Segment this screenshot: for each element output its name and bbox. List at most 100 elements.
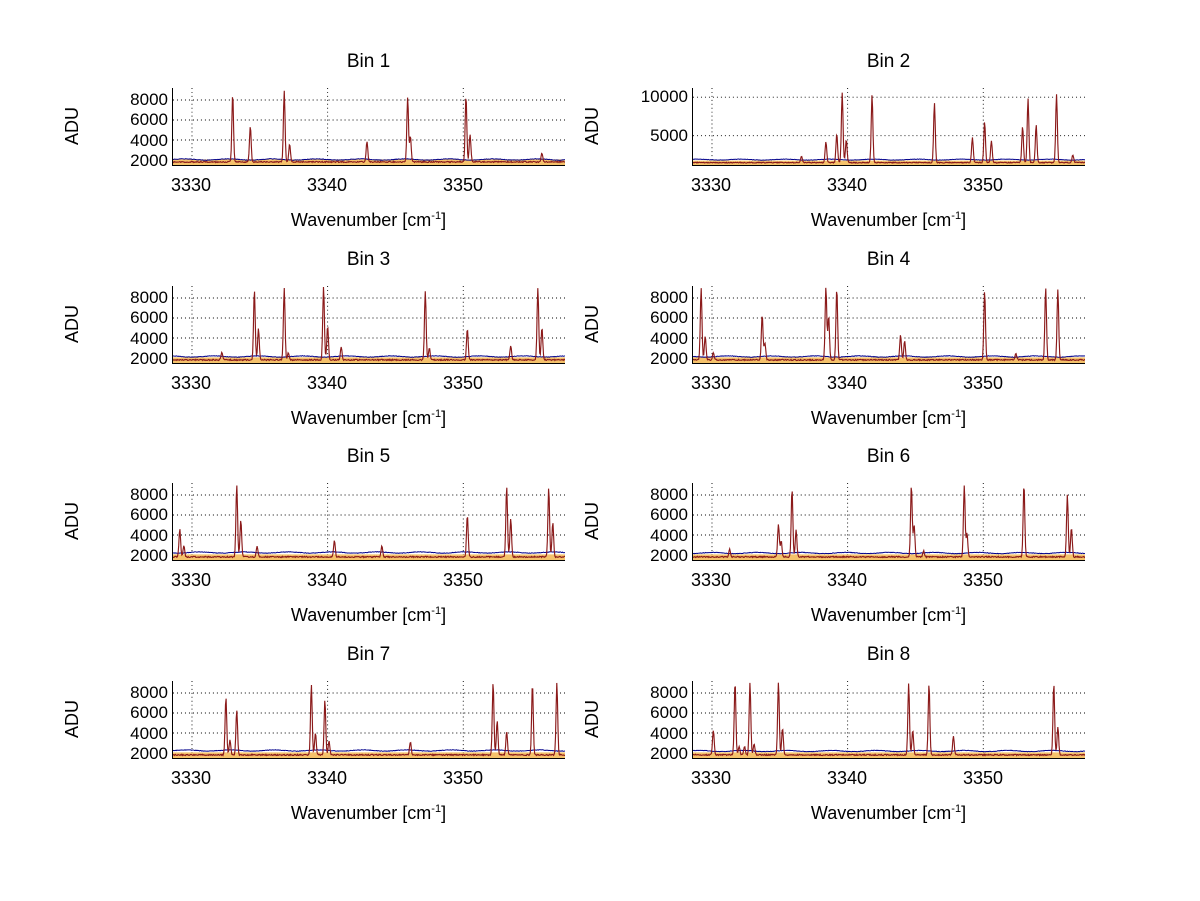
y-axis-label: ADU [62,700,82,739]
x-tick-label: 3350 [442,570,484,590]
y-tick-label: 4000 [130,130,168,150]
x-tick-label: 3340 [826,768,868,788]
x-tick-label: 3350 [442,373,484,393]
x-axis-label: Wavenumber [cm-1] [290,803,447,823]
x-tick-label: 3340 [826,175,868,195]
y-tick-label: 6000 [130,505,168,525]
subplot-bin-7: Bin 7 8000 6000 4000 2000 3330 3340 3350 ADU Wave… [60,645,620,845]
y-tick-label: 4000 [650,723,688,743]
y-tick-label: 8000 [130,90,168,110]
y-tick-label: 6000 [130,703,168,723]
y-axis-label: ADU [582,502,602,541]
y-tick-label: 6000 [650,505,688,525]
y-tick-labels: 8000 6000 4000 2000 [106,88,168,169]
x-axis-label: Wavenumber [cm-1] [810,210,967,230]
subplot-title: Bin 6 [866,446,911,467]
subplot-bin-8: Bin 8 8000 6000 4000 2000 3330 3340 3350 ADU Wave… [580,645,1140,845]
x-tick-label: 3350 [442,175,484,195]
plot-area-bin-1 [172,88,565,166]
y-tick-label: 4000 [650,328,688,348]
plot-area-bin-6 [692,483,1085,561]
y-tick-label: 2000 [130,743,168,763]
y-tick-label: 6000 [130,110,168,130]
x-tick-label: 3340 [826,570,868,590]
subplot-title: Bin 7 [346,644,391,665]
y-tick-label: 4000 [130,525,168,545]
x-tick-label: 3350 [442,768,484,788]
subplot-bin-1: Bin 1 8000 6000 4000 2000 3330 3340 3350 ADU Wave… [60,52,620,252]
x-tick-label: 3330 [171,570,212,590]
y-tick-label: 6000 [650,308,688,328]
y-tick-label: 4000 [650,525,688,545]
y-axis-label: ADU [582,305,602,344]
y-tick-labels: 8000 6000 4000 2000 [626,286,688,368]
y-tick-label: 5000 [650,126,688,146]
y-tick-label: 6000 [650,703,688,723]
x-axis-label: Wavenumber [cm-1] [290,605,447,625]
x-tick-label: 3330 [171,768,212,788]
subplot-title: Bin 5 [346,446,391,467]
y-axis-label: ADU [62,305,82,344]
y-tick-label: 2000 [650,743,688,763]
y-tick-labels: 8000 6000 4000 2000 [106,286,168,368]
x-axis-label: Wavenumber [cm-1] [810,408,967,428]
plot-area-bin-3 [172,286,565,364]
x-axis-label: Wavenumber [cm-1] [290,408,447,428]
x-tick-label: 3330 [691,175,732,195]
y-tick-labels: 10000 5000 [626,88,688,166]
x-axis-label: Wavenumber [cm-1] [290,210,447,230]
x-tick-label: 3330 [691,373,732,393]
y-tick-labels: 8000 6000 4000 2000 [106,681,168,763]
y-axis-label: ADU [62,107,82,146]
x-tick-label: 3330 [171,175,212,195]
x-tick-label: 3340 [826,373,868,393]
y-tick-labels: 8000 6000 4000 2000 [106,483,168,565]
y-tick-labels: 8000 6000 4000 2000 [626,681,688,763]
x-axis-label: Wavenumber [cm-1] [810,803,967,823]
x-tick-label: 3350 [962,175,1004,195]
y-tick-label: 10000 [640,87,688,107]
subplot-title: Bin 3 [346,249,391,270]
subplot-bin-6: Bin 6 8000 6000 4000 2000 3330 3340 3350 ADU Wave… [580,447,1140,647]
y-tick-label: 4000 [130,723,168,743]
plot-area-bin-7 [172,681,565,759]
x-tick-label: 3350 [962,373,1004,393]
y-tick-label: 8000 [650,288,688,308]
x-tick-label: 3330 [691,570,732,590]
subplot-bin-3: Bin 3 8000 6000 4000 2000 3330 3340 3350 ADU Wave… [60,250,620,450]
x-tick-label: 3340 [306,570,348,590]
y-tick-label: 2000 [130,348,168,368]
y-axis-label: ADU [582,700,602,739]
subplot-title: Bin 1 [346,51,391,72]
y-tick-label: 2000 [130,545,168,565]
x-tick-label: 3340 [306,768,348,788]
y-tick-label: 6000 [130,308,168,328]
x-tick-label: 3330 [691,768,732,788]
y-tick-label: 8000 [650,683,688,703]
y-tick-label: 8000 [130,683,168,703]
x-axis-label: Wavenumber [cm-1] [810,605,967,625]
y-tick-label: 8000 [130,288,168,308]
y-tick-label: 2000 [650,348,688,368]
subplot-bin-2: Bin 2 10000 5000 3330 3340 3350 ADU Wavenumber … [580,52,1140,252]
y-tick-labels: 8000 6000 4000 2000 [626,483,688,564]
x-tick-label: 3350 [962,570,1004,590]
subplot-title: Bin 4 [866,249,911,270]
x-tick-label: 3330 [171,373,212,393]
y-axis-label: ADU [582,107,602,146]
y-tick-label: 8000 [650,485,688,505]
x-tick-label: 3340 [306,175,348,195]
subplot-bin-4: Bin 4 8000 6000 4000 2000 3330 3340 3350 ADU Wave… [580,250,1140,450]
y-axis-label: ADU [62,502,82,541]
plot-area-bin-4 [692,286,1085,364]
plot-area-bin-8 [692,681,1085,759]
y-tick-label: 4000 [130,328,168,348]
x-tick-label: 3340 [306,373,348,393]
y-tick-label: 8000 [130,485,168,505]
x-tick-label: 3350 [962,768,1004,788]
subplot-title: Bin 2 [866,51,911,72]
subplot-bin-5: Bin 5 8000 6000 4000 2000 3330 3340 3350 ADU Wave… [60,447,620,647]
plot-area-bin-2 [692,88,1085,166]
plot-area-bin-5 [172,483,565,561]
